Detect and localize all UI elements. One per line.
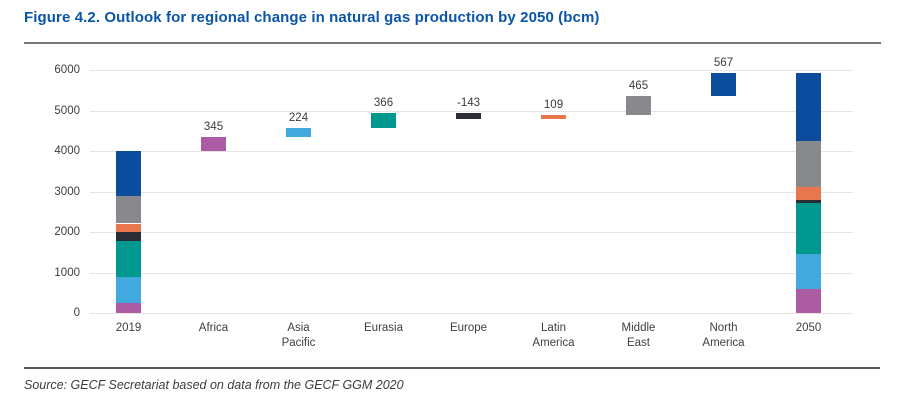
gridline-2000 [90, 232, 853, 233]
gridline-6000 [90, 70, 853, 71]
x-label-north-america: North America [702, 322, 745, 349]
gridline-3000 [90, 191, 853, 193]
bar-2050-segment-asia-pacific [796, 253, 821, 290]
y-tick-label-6000: 6000 [54, 64, 80, 76]
bar-2019-segment-latin-america [116, 223, 141, 232]
bar-2019-segment-north-america [116, 151, 141, 197]
figure-title: Figure 4.2. Outlook for regional change … [24, 9, 600, 26]
bar-2019-segment-africa [116, 303, 141, 313]
x-label-europe: Europe [449, 322, 488, 334]
bar-change-africa [201, 137, 226, 151]
gridline-4000 [90, 151, 853, 152]
bar-2019-segment-middle-east [116, 196, 141, 224]
y-tick-label-1000: 1000 [54, 266, 80, 279]
source-note: Source: GECF Secretariat based on data f… [24, 378, 404, 392]
bar-2050-segment-middle-east [796, 141, 821, 187]
change-label-north-america: 567 [713, 56, 734, 69]
footer-divider [24, 367, 880, 369]
bar-change-north-america [711, 72, 736, 96]
change-label-eurasia: 366 [373, 97, 394, 110]
bar-2050-segment-africa [796, 289, 821, 313]
change-label-africa: 345 [203, 121, 224, 133]
y-tick-label-3000: 3000 [54, 185, 80, 198]
y-tick-label-5000: 5000 [54, 104, 80, 117]
y-tick-label-4000: 4000 [54, 145, 80, 157]
bar-2050-segment-europe [796, 199, 821, 204]
bar-2050-segment-latin-america [796, 187, 821, 200]
gridline-1000 [90, 272, 853, 274]
gridline-5000 [90, 110, 853, 112]
bar-change-eurasia [371, 113, 396, 128]
y-tick-label-0: 0 [73, 307, 80, 319]
change-label-latin-america: 109 [543, 98, 564, 111]
x-label-latin-america: Latin America [532, 322, 575, 349]
x-label-middle-east: Middle East [621, 322, 656, 349]
bar-2050-segment-eurasia [796, 203, 821, 254]
gridline-0 [90, 313, 853, 314]
x-label-africa: Africa [198, 322, 229, 334]
bar-2019-segment-eurasia [116, 240, 141, 277]
x-label-eurasia: Eurasia [364, 322, 403, 334]
x-label-asia-pacific: Asia Pacific [281, 322, 316, 349]
x-label-2050: 2050 [795, 322, 822, 334]
change-label-middle-east: 465 [628, 79, 649, 92]
bar-2019-segment-asia-pacific [116, 276, 141, 304]
bar-2019-segment-europe [116, 231, 141, 241]
bar-2050-segment-north-america [796, 72, 821, 142]
title-divider [24, 42, 881, 44]
x-label-2019: 2019 [115, 322, 142, 334]
y-tick-label-2000: 2000 [54, 226, 80, 238]
bar-change-middle-east [626, 95, 651, 115]
bar-change-asia-pacific [286, 127, 311, 138]
change-label-asia-pacific: 224 [288, 112, 309, 124]
bar-change-europe [456, 113, 481, 119]
change-label-europe: -143 [456, 97, 481, 110]
bar-change-latin-america [541, 114, 566, 119]
